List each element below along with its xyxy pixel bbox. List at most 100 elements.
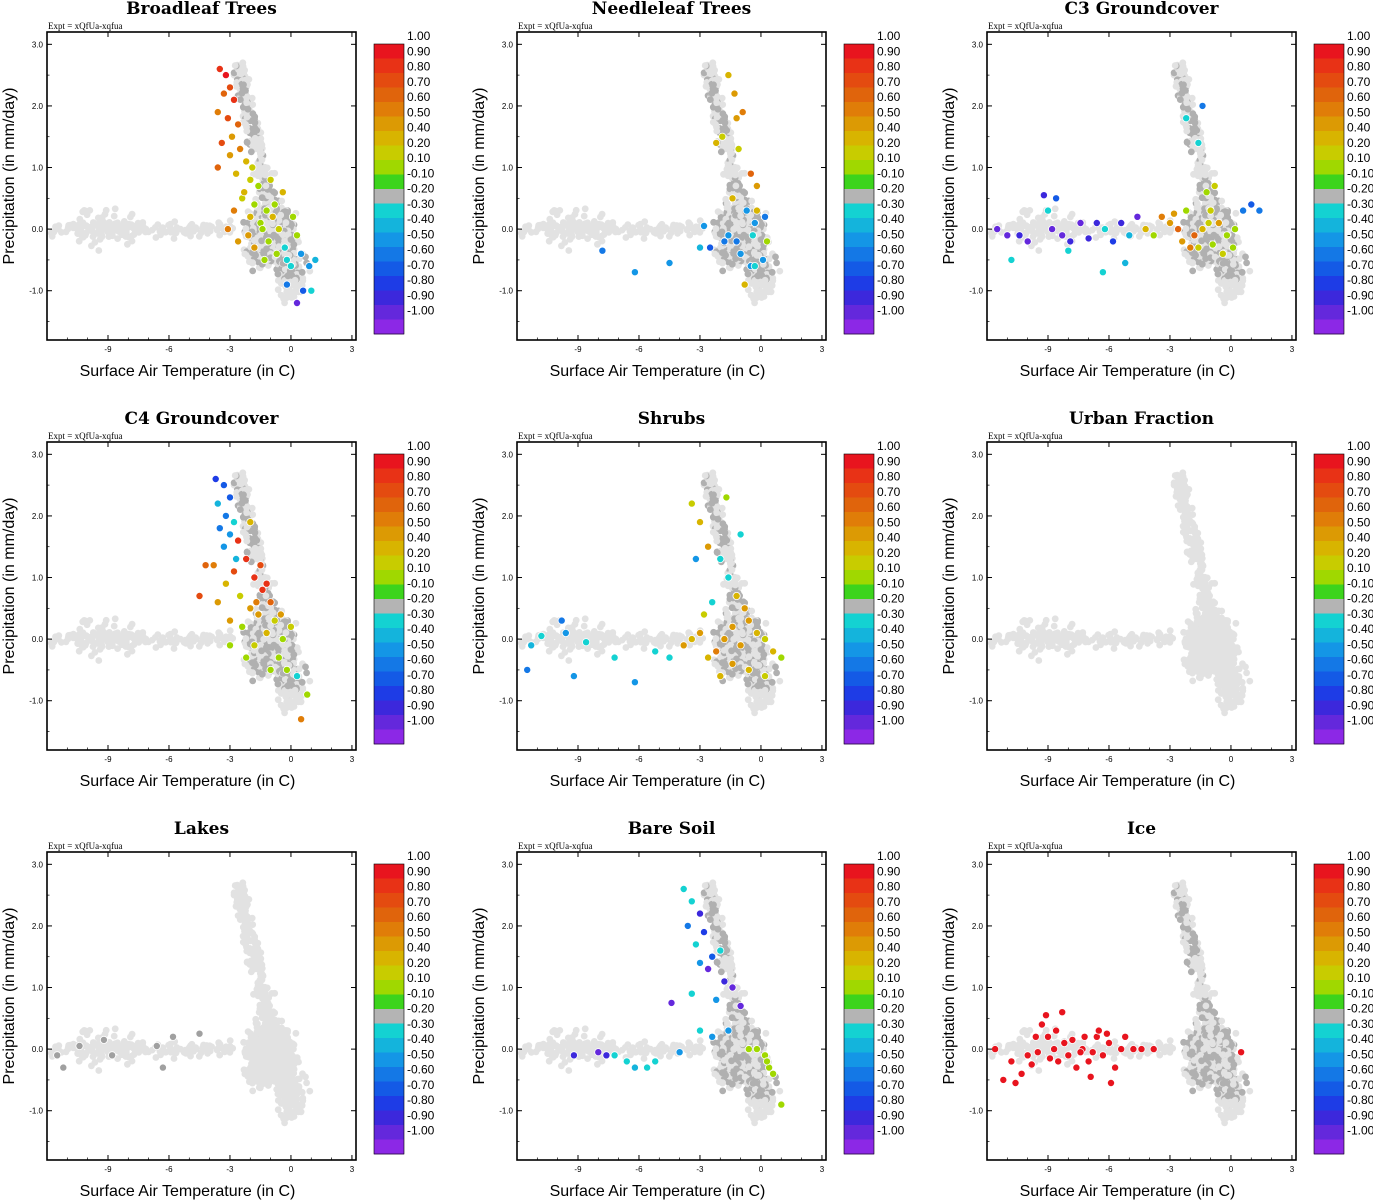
background-point: [243, 113, 251, 121]
background-point: [1217, 211, 1225, 219]
background-point: [754, 272, 762, 280]
background-point: [80, 207, 88, 214]
colorbar-swatch: [1314, 58, 1344, 74]
background-point: [246, 258, 253, 266]
background-point: [641, 218, 649, 226]
background-point: [676, 227, 684, 235]
background-point: [758, 281, 766, 289]
background-point: [252, 144, 260, 152]
background-point: [773, 259, 780, 267]
background-point: [597, 221, 605, 229]
experiment-label: Expt = xQfUa-xqfua: [48, 431, 123, 441]
data-point: [1133, 212, 1142, 221]
background-point: [253, 126, 261, 134]
colorbar-frame: [1313, 43, 1345, 335]
background-point: [1211, 253, 1219, 261]
panel-title: C3 Groundcover: [1064, 0, 1219, 19]
background-point: [696, 217, 704, 225]
background-point: [232, 82, 240, 90]
background-point: [701, 62, 709, 69]
background-point: [1015, 237, 1023, 245]
background-point: [290, 241, 298, 249]
data-point: [236, 144, 245, 153]
background-point: [731, 163, 739, 171]
background-point: [1229, 261, 1237, 268]
background-point: [142, 225, 150, 233]
y-axis-label: Precipitation (in mm/day): [941, 88, 958, 265]
y-tick-label: 2.0: [32, 102, 44, 111]
data-point: [1023, 237, 1032, 246]
colorbar-label: -1.00: [407, 304, 435, 318]
data-point: [262, 206, 271, 215]
background-point: [258, 149, 265, 157]
data-point: [1255, 206, 1264, 215]
background-point: [1189, 101, 1197, 108]
background-point: [105, 233, 113, 241]
data-point: [748, 231, 757, 240]
background-point: [1195, 161, 1202, 169]
data-point: [1141, 225, 1150, 234]
background-point: [152, 234, 160, 241]
background-point: [1041, 220, 1049, 227]
y-tick-label: 3.0: [972, 40, 984, 49]
background-point: [157, 227, 165, 234]
background-point: [1209, 199, 1217, 207]
colorbar-label: 0.40: [1347, 121, 1371, 135]
background-point: [717, 148, 725, 156]
background-point: [725, 161, 732, 169]
colorbar-label: 1.00: [407, 29, 431, 43]
data-point: [746, 169, 755, 178]
data-point: [266, 175, 275, 184]
background-point: [279, 231, 287, 239]
colorbar-label: -1.00: [1347, 304, 1373, 318]
background-point: [109, 225, 117, 233]
background-point: [706, 96, 714, 103]
data-point: [288, 212, 297, 221]
data-point: [246, 212, 255, 221]
data-point: [246, 175, 255, 184]
data-point: [1182, 206, 1191, 215]
background-point: [1191, 115, 1198, 123]
background-point: [744, 270, 752, 278]
data-point: [227, 132, 236, 141]
background-point: [712, 225, 720, 233]
background-point: [730, 225, 738, 233]
data-point: [630, 268, 639, 277]
data-point: [1015, 231, 1024, 240]
colorbar-swatch: [1314, 232, 1344, 248]
background-point: [1193, 204, 1201, 211]
background-point: [1193, 126, 1201, 134]
background-point: [728, 141, 736, 149]
data-point: [742, 206, 751, 215]
data-point: [1170, 209, 1179, 218]
background-point: [550, 207, 558, 214]
colorbar-label: -0.90: [1347, 289, 1373, 303]
background-point: [585, 228, 593, 235]
background-point: [1224, 214, 1232, 222]
background-point: [559, 219, 567, 226]
background-point: [188, 223, 195, 231]
background-point: [765, 255, 773, 263]
colorbar-swatch: [1314, 319, 1344, 335]
data-point: [213, 108, 222, 117]
data-point: [244, 231, 253, 240]
highlight-points: [213, 65, 320, 307]
background-point: [1038, 233, 1046, 241]
data-point: [1178, 237, 1187, 246]
data-point: [759, 255, 768, 264]
colorbar-label: 1.00: [877, 29, 901, 43]
colorbar: 1.000.900.800.700.600.500.400.200.10-0.1…: [373, 29, 435, 335]
background-point: [1215, 243, 1223, 251]
background-point: [1051, 205, 1059, 213]
colorbar-label: 0.80: [407, 60, 431, 74]
background-point: [760, 290, 768, 298]
background-point: [584, 235, 591, 243]
background-point: [258, 141, 266, 149]
y-tick-label: 1.0: [32, 164, 44, 173]
background-point: [1060, 218, 1068, 225]
y-axis-label: Precipitation (in mm/day): [471, 88, 488, 265]
background-point: [1198, 194, 1206, 202]
colorbar-label: -0.30: [877, 197, 905, 211]
